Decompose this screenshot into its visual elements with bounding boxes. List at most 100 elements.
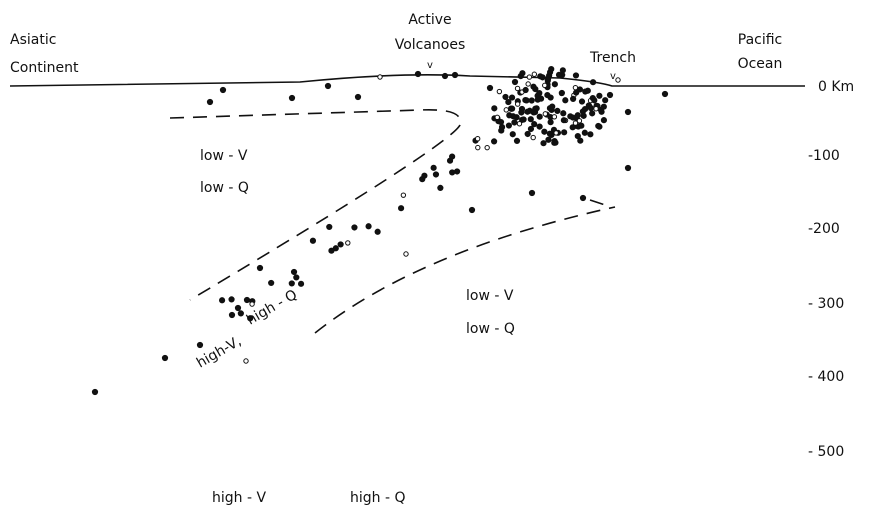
earthquake: [528, 97, 535, 104]
earthquake: [268, 279, 275, 287]
earthquake: [661, 90, 669, 98]
earthquake: [511, 78, 519, 86]
earthquake: [449, 153, 456, 160]
region-label: high-V,: [194, 333, 244, 371]
earthquake: [562, 97, 569, 104]
earthquake: [531, 108, 539, 116]
earthquake: [544, 75, 552, 82]
earthquake: [572, 120, 579, 126]
earthquake: [516, 121, 523, 127]
earthquake: [511, 119, 518, 126]
earthquake: [491, 138, 498, 145]
earthquake: [502, 93, 509, 101]
earthquake: [508, 94, 516, 101]
earthquake: [540, 140, 547, 147]
slab-boundary: [169, 108, 462, 301]
earthquake: [351, 224, 358, 231]
earthquake: [496, 88, 503, 95]
trench-marker: v: [610, 71, 616, 82]
earthquake: [524, 130, 531, 138]
earthquake: [505, 98, 512, 106]
volcano-marker: v: [427, 60, 433, 71]
region-label: high - Q: [244, 287, 300, 329]
earthquake: [552, 139, 559, 146]
earthquake: [491, 105, 498, 112]
depth-label: - 500: [808, 444, 844, 460]
earthquake: [400, 192, 407, 198]
earthquake: [573, 89, 580, 96]
earthquake: [527, 116, 534, 123]
earthquake: [506, 112, 513, 119]
earthquake: [324, 82, 332, 90]
earthquake: [615, 77, 621, 83]
earthquake: [528, 189, 536, 197]
depth-label: 0 Km: [818, 79, 854, 95]
earthquake: [587, 104, 594, 112]
depth-label: -100: [808, 148, 840, 164]
earthquake: [531, 121, 538, 128]
earthquake: [437, 184, 444, 191]
region-label: low - Q: [200, 180, 249, 196]
earthquake: [421, 172, 428, 179]
earthquake: [578, 98, 586, 105]
earthquake: [365, 223, 372, 230]
earthquake: [536, 123, 543, 130]
earthquake: [555, 71, 563, 78]
earthquake: [206, 98, 214, 106]
earthquake: [525, 81, 531, 87]
earthquake: [247, 315, 254, 322]
earthquake: [539, 74, 546, 81]
earthquake: [531, 71, 538, 77]
depth-label: - 300: [808, 296, 844, 312]
earthquake: [518, 109, 525, 116]
earthquake: [519, 116, 526, 123]
earthquake: [519, 70, 526, 77]
earthquake: [453, 168, 461, 175]
earthquake: [228, 296, 235, 303]
earthquake: [505, 122, 513, 129]
earthquake: [290, 268, 298, 276]
earthquake: [534, 96, 541, 103]
earthquake: [587, 131, 594, 138]
earthquake: [218, 297, 226, 304]
earthquake: [598, 108, 605, 115]
earthquake: [309, 237, 317, 244]
earthquakes: [91, 65, 669, 396]
earthquake: [530, 134, 536, 141]
earthquake: [572, 84, 579, 91]
earthquake: [161, 354, 169, 362]
earthquake: [536, 113, 543, 120]
depth-label: - 400: [808, 369, 844, 385]
earthquake: [547, 94, 554, 101]
earthquake: [237, 310, 244, 317]
earthquake: [549, 103, 556, 110]
earthquake: [580, 112, 587, 119]
slab-boundary: [589, 199, 606, 206]
ocean-label: Ocean: [738, 56, 783, 72]
earthquake: [600, 117, 608, 124]
region-label: low - V: [466, 288, 514, 304]
earthquake: [345, 240, 351, 246]
earthquake: [243, 358, 249, 364]
earthquake: [494, 114, 500, 121]
earthquake: [474, 136, 481, 142]
region-label: low - V: [200, 148, 248, 164]
earthquake: [451, 71, 459, 79]
earthquake: [293, 274, 300, 281]
region-label: high - V: [212, 490, 266, 506]
earthquake: [430, 164, 437, 171]
earthquake: [513, 137, 521, 144]
earthquake: [522, 86, 529, 94]
earthquake: [589, 94, 596, 102]
earthquake: [524, 108, 531, 115]
earthquake: [593, 106, 599, 112]
earthquake: [560, 117, 567, 124]
earthquake: [497, 118, 505, 126]
earthquake: [547, 119, 554, 126]
earthquake: [579, 194, 587, 202]
earthquake: [498, 127, 505, 134]
earthquake: [548, 65, 555, 73]
ocean-label: Pacific: [738, 32, 783, 48]
earthquake: [589, 79, 597, 86]
